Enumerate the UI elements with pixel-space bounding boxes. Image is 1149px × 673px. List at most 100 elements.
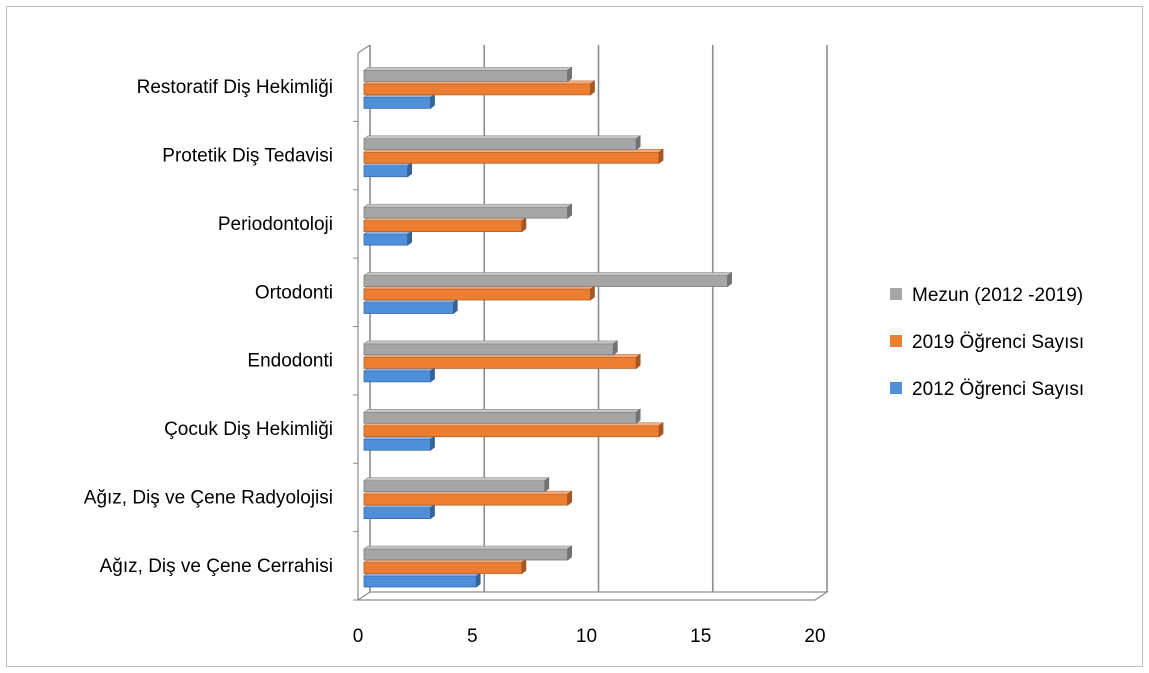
bar-end xyxy=(407,162,413,178)
bar-face xyxy=(363,343,614,356)
bar-face xyxy=(363,220,523,233)
bar xyxy=(363,435,436,451)
x-tick-label: 15 xyxy=(690,626,711,647)
category-label: Çocuk Diş Hekimliği xyxy=(164,419,333,440)
bar xyxy=(363,203,573,219)
category-label: Restoratif Diş Hekimliği xyxy=(137,77,333,98)
bar xyxy=(363,477,550,493)
bar xyxy=(363,285,596,301)
bar-end xyxy=(727,271,732,288)
bar xyxy=(363,93,436,109)
bar-end xyxy=(430,435,435,451)
bar xyxy=(363,422,664,438)
bar xyxy=(363,66,573,82)
bar xyxy=(363,135,642,151)
x-tick-label: 10 xyxy=(576,626,597,647)
bar xyxy=(363,408,642,424)
bar-face xyxy=(363,83,591,96)
bar xyxy=(363,230,413,246)
bar-face xyxy=(363,480,546,493)
bar-face xyxy=(363,438,431,451)
bar xyxy=(363,217,527,233)
bar-end xyxy=(658,148,664,164)
bar-end xyxy=(567,545,572,561)
bar xyxy=(363,490,573,506)
bar-top xyxy=(363,135,642,140)
category-label: Ortodonti xyxy=(255,282,333,303)
bar xyxy=(363,340,619,356)
bar-end xyxy=(613,340,618,356)
bar-end xyxy=(544,477,550,493)
bar xyxy=(363,504,436,520)
bar-end xyxy=(567,490,572,506)
bar-end xyxy=(430,504,435,520)
bar-end xyxy=(658,422,664,438)
bar-top xyxy=(363,203,573,208)
bar-face xyxy=(363,575,477,588)
legend-label: Mezun (2012 -2019) xyxy=(912,285,1083,306)
legend-label: 2019 Öğrenci Sayısı xyxy=(912,332,1084,353)
bar-face xyxy=(363,69,569,82)
category-label: Ağız, Diş ve Çene Radyolojisi xyxy=(84,487,333,508)
bar xyxy=(363,367,436,383)
category-label: Endodonti xyxy=(247,351,333,372)
legend-swatch xyxy=(890,382,902,394)
x-tick-label: 5 xyxy=(467,626,478,647)
bar-end xyxy=(475,572,481,588)
chart-frame xyxy=(6,6,1143,667)
bar xyxy=(363,271,733,288)
legend-swatch xyxy=(890,288,902,300)
bar-face xyxy=(363,233,409,246)
bar xyxy=(363,162,413,178)
bar-face xyxy=(363,165,409,178)
bar-end xyxy=(430,93,435,109)
bar-end xyxy=(590,285,595,301)
bar-top xyxy=(363,477,550,481)
bar-face xyxy=(363,562,523,574)
bar-face xyxy=(363,275,729,287)
bar-face xyxy=(363,356,637,369)
legend-label: 2012 Öğrenci Sayısı xyxy=(912,379,1084,400)
bar-end xyxy=(635,353,641,369)
category-label: Ağız, Diş ve Çene Cerrahisi xyxy=(100,556,333,577)
bar xyxy=(363,572,482,588)
bar-end xyxy=(453,298,458,315)
bar-face xyxy=(363,411,637,424)
bar-end xyxy=(521,217,527,233)
bar-end xyxy=(430,367,435,383)
bar xyxy=(363,558,527,575)
category-label: Periodontoloji xyxy=(218,214,333,235)
bar-end xyxy=(407,230,413,246)
bar-face xyxy=(363,548,569,561)
bar-face xyxy=(363,493,569,506)
bar-end xyxy=(521,558,527,575)
bar xyxy=(363,545,573,561)
bar xyxy=(363,298,459,315)
bar xyxy=(363,80,596,96)
bar-face xyxy=(363,96,431,109)
y-axis-top-edge xyxy=(357,44,371,54)
x-tick-label: 20 xyxy=(804,626,825,647)
bar-end xyxy=(567,203,572,219)
bar-top xyxy=(363,545,573,550)
bar-face xyxy=(363,138,637,151)
bar-face xyxy=(363,507,431,520)
bar-end xyxy=(590,80,595,96)
bar-face xyxy=(363,425,660,438)
legend-swatch xyxy=(890,335,902,347)
bar-top xyxy=(363,67,573,71)
bar-end xyxy=(567,66,572,82)
bar xyxy=(363,148,664,164)
bar-face xyxy=(363,288,591,301)
bar-top xyxy=(363,408,642,413)
bar-face xyxy=(363,151,660,164)
bar-face xyxy=(363,302,454,314)
bar-face xyxy=(363,206,569,219)
bar-end xyxy=(635,408,641,424)
bar xyxy=(363,353,642,369)
bar-top xyxy=(363,340,619,345)
bar-face xyxy=(363,370,431,383)
x-tick-label: 0 xyxy=(353,626,364,647)
category-label: Protetik Diş Tedavisi xyxy=(162,146,333,167)
